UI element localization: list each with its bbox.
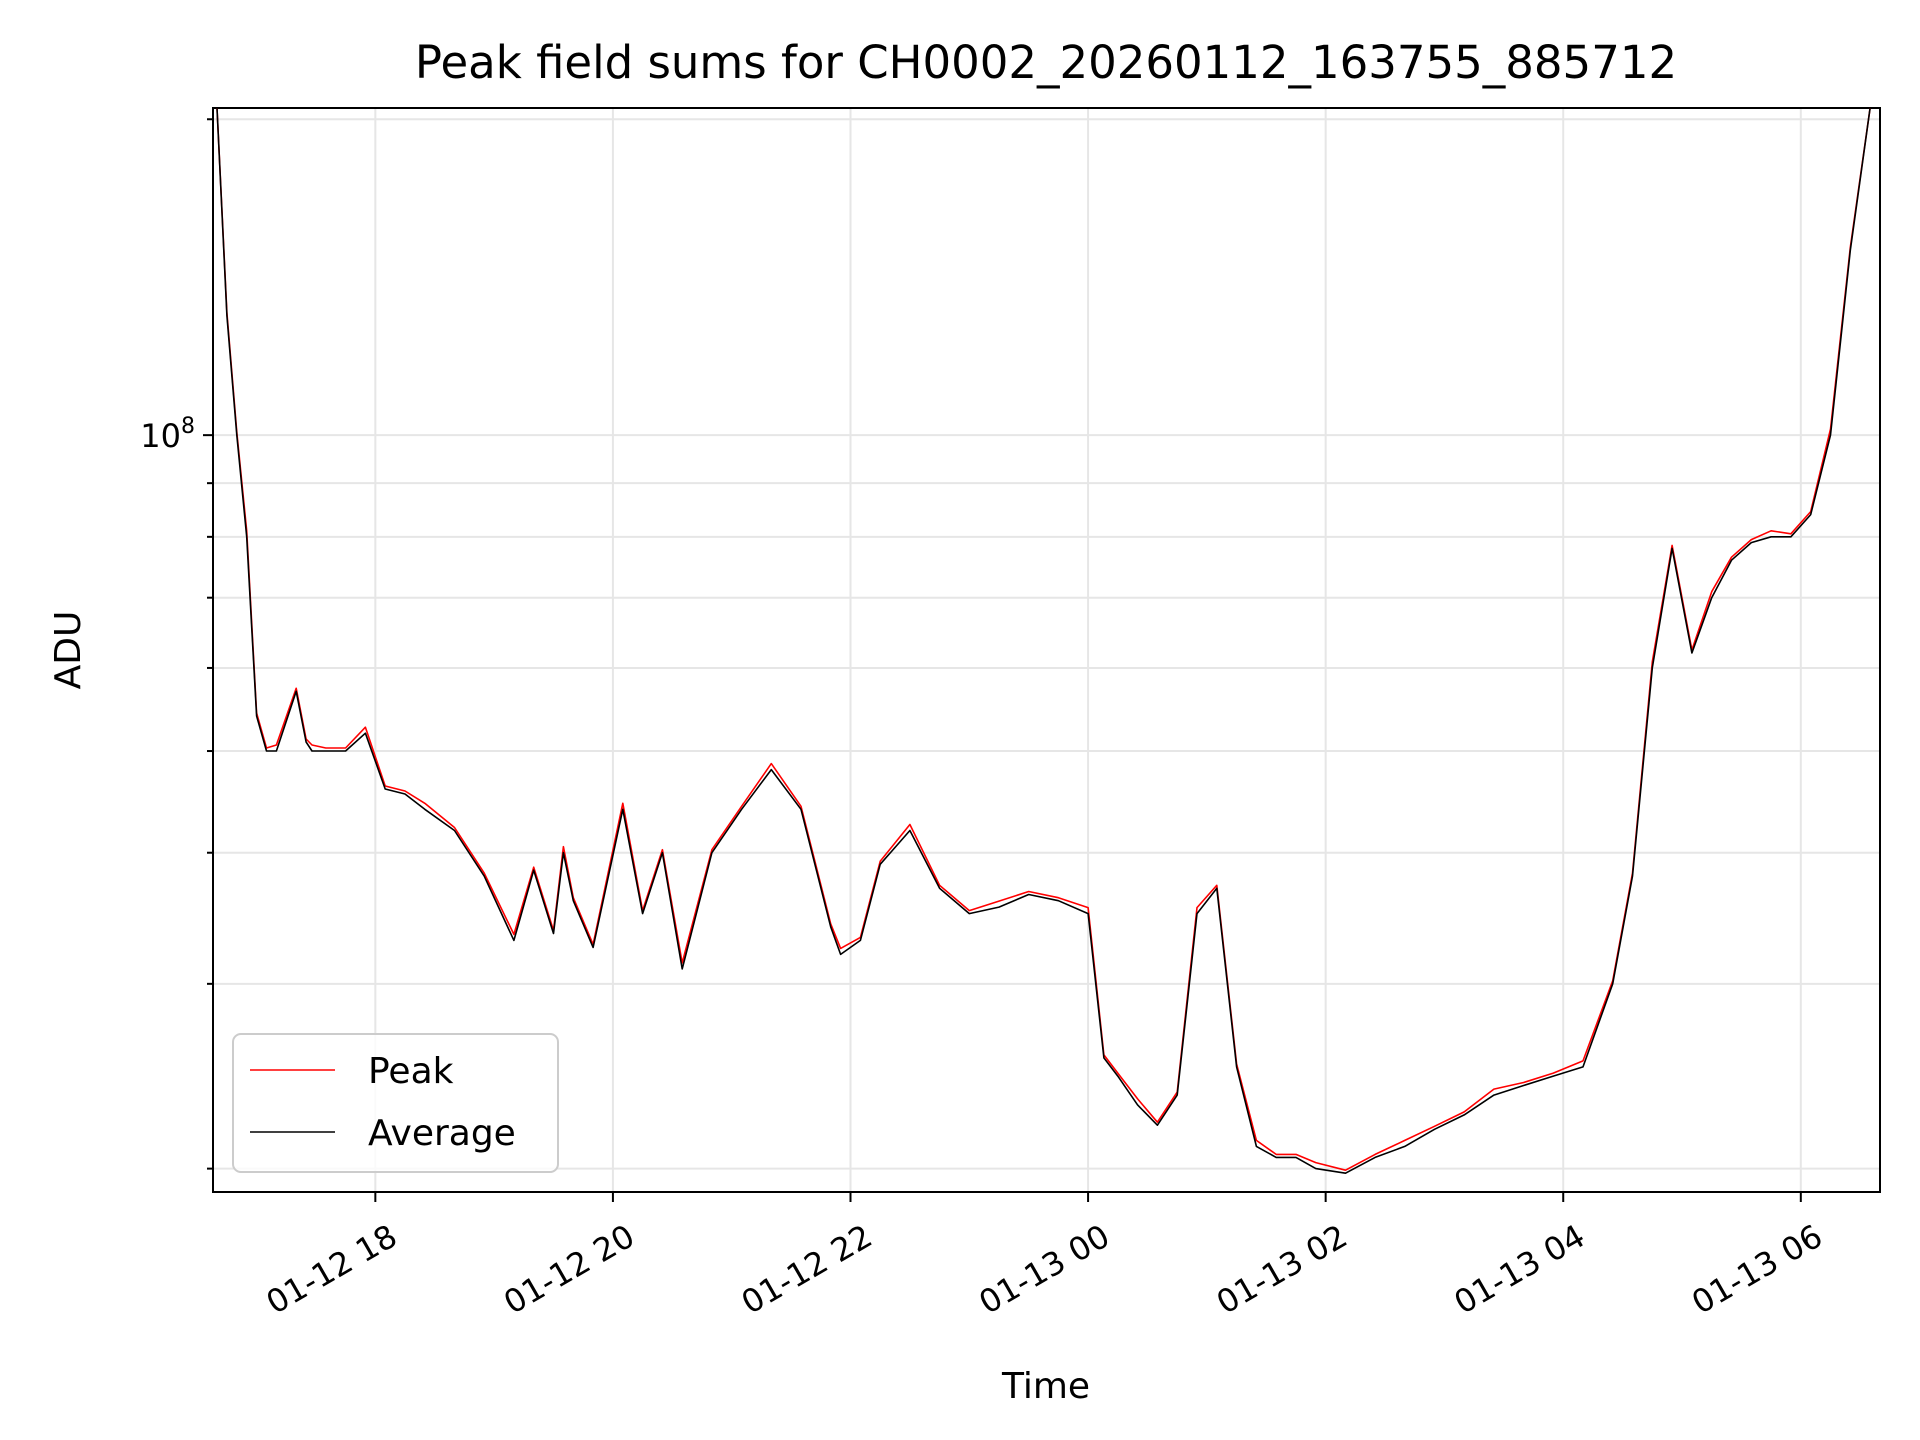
legend-label-average: Average (368, 1113, 516, 1154)
plot-frame (212, 107, 1881, 1193)
chart-title: Peak field sums for CH0002_20260112_1637… (415, 36, 1677, 89)
y-axis-label: ADU (48, 611, 89, 690)
legend: Peak Average (232, 1033, 559, 1173)
legend-label-peak: Peak (368, 1051, 454, 1092)
series-line-average (216, 107, 1871, 1174)
grid (213, 108, 1880, 1192)
legend-box (232, 1033, 559, 1173)
y-tick-label: 108 (140, 414, 195, 455)
x-axis-label: Time (1001, 1366, 1090, 1407)
series-average (216, 107, 1871, 1174)
